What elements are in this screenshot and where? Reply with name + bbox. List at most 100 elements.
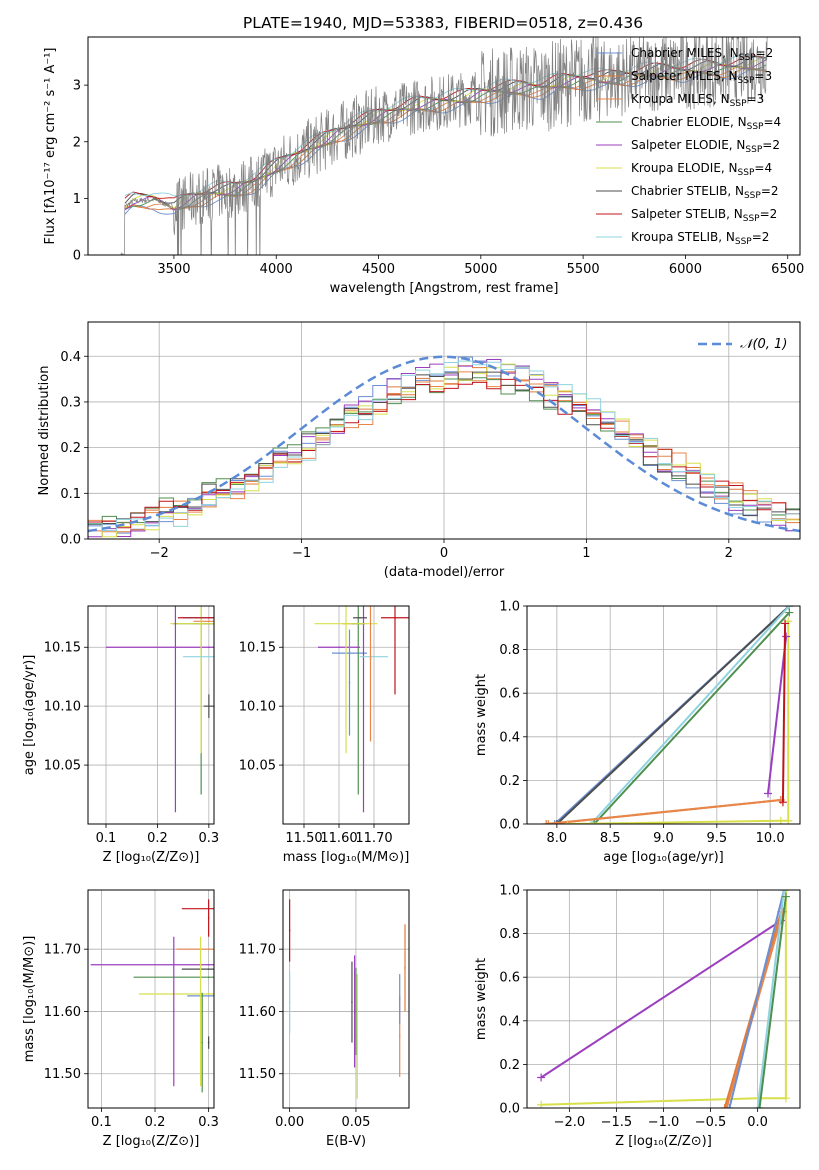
tick-label-x: −2.0 [554,1115,586,1130]
tick-label-x: 0 [440,546,448,561]
weight-series-3 [593,611,791,824]
axes-frame [282,605,410,825]
y-axis-label: mass weight [474,958,489,1040]
tick-label-x: 0.1 [96,831,117,846]
point-7 [394,616,396,619]
tick-label-x: 0.3 [199,831,220,846]
tick-label-y: 1.0 [499,884,520,899]
legend: Chabrier MILES, NSSP=2 Salpeter MILES, NS… [596,46,781,247]
weight-marker-6-0 [755,1104,764,1108]
legend-label-2: Kroupa MILES, NSSP=3 [631,92,764,109]
tick-label-y: 1 [73,192,81,207]
axes-spectrum: 3500 4000 4500 5000 5500 6000 6500 0 1 2 3 waveleng… [43,36,804,296]
tick-label-y: 11.70 [239,943,276,958]
weight-series-7 [767,636,788,794]
point-7 [398,998,401,1000]
axes-weight_vs_age: 8.0 8.5 9.0 9.5 10.0 0.0 0.2 0.4 0.6 0.8 1.0 age [l… [474,600,801,865]
point-4 [356,1035,359,1038]
tick-label-x: 0.2 [145,1115,166,1130]
weight-series-0 [540,919,782,1079]
point-4 [207,995,210,997]
point-2 [207,976,210,978]
point-6 [207,917,210,919]
axes-residuals: −2 −1 0 1 2 0.0 0.1 0.2 0.3 0.4 (data-model)/error… [37,321,801,580]
weight-series-2 [590,606,791,824]
x-axis-label: Z [log₁₀(Z/Z⊙)] [103,850,200,865]
weight-marker-7-0 [764,789,773,798]
weight-series-1 [556,606,791,824]
weight-series-4 [728,890,785,1108]
tick-label-y: 1.0 [499,600,520,615]
tick-label-y: 0.6 [499,971,520,986]
y-axis-label: mass [log₁₀(M/M⊙)] [22,936,37,1063]
tick-label-x: 0.0 [747,1115,768,1130]
tick-label-y: 11.60 [44,1005,81,1020]
point-5 [200,622,202,625]
tick-label-x: 4000 [260,262,293,277]
weight-series-2 [723,911,783,1108]
axes-frame [87,321,801,540]
weight-marker-5-0 [753,1104,762,1108]
weight-series-5 [756,890,785,1108]
point-6 [208,705,210,707]
legend-label-6: Chabrier STELIB, NSSP=2 [631,184,779,201]
tick-label-y: 0.2 [499,774,520,789]
legend-label-5: Kroupa ELODIE, NSSP=4 [631,161,772,178]
tick-label-x: −1 [292,546,311,561]
point-8 [373,655,375,658]
tick-label-y: 0.0 [60,533,81,548]
weight-marker-8-1 [781,619,790,628]
point-5 [355,1010,357,1013]
tick-label-y: 0.0 [499,1102,520,1117]
tick-label-x: 0.3 [198,1115,219,1130]
tick-label-x: −2 [150,546,169,561]
legend-gaussian-label: 𝒩(0, 1) [740,337,787,352]
tick-label-x: −1.0 [648,1115,680,1130]
y-axis-label: Normed distribution [37,366,52,496]
data-spectrum [118,37,768,255]
age_vs_mass-plot-area [314,606,409,813]
legend-label-1: Salpeter MILES, NSSP=3 [631,69,772,86]
mass_vs_EBV-plot-area [288,899,406,1099]
weight-marker-3-0 [722,1104,731,1108]
point-0 [207,963,210,966]
weight-marker-0-0 [537,1073,546,1082]
tick-label-x: 0.2 [147,831,168,846]
tick-label-x: 5000 [464,262,497,277]
tick-label-y: 0.2 [499,1058,520,1073]
tick-label-y: 0.4 [499,1014,520,1029]
point-8 [404,967,406,969]
tick-label-y: 0.3 [60,395,81,410]
point-9 [174,622,177,625]
weight-series-1 [541,890,787,1106]
spectrum-plot-area [118,37,768,255]
tick-label-y: 0.8 [499,643,520,658]
point-8 [172,1010,175,1013]
tick-label-y: 0.2 [60,441,81,456]
tick-label-y: 0.8 [499,927,520,942]
axes-frame [87,889,215,1109]
tick-label-x: 11.70 [355,831,392,846]
point-3 [353,1010,356,1013]
weight-marker-1-2 [781,1094,790,1103]
axes-mass_vs_Z: 0.1 0.2 0.3 11.50 11.60 11.70 Z [log₁₀(Z/Z⊙)] m… [22,889,219,1149]
x-axis-label: mass [log₁₀(M/M⊙)] [283,850,410,865]
tick-label-y: 10.10 [239,700,276,715]
point-1 [207,968,210,970]
tick-label-x: 6000 [669,262,702,277]
point-9 [199,1010,202,1013]
weight-marker-4-0 [542,820,551,824]
weight-marker-6-2 [784,816,793,824]
tick-label-x: 11.50 [285,831,322,846]
tick-label-y: 3 [73,79,81,94]
weight-marker-2-0 [586,820,595,824]
point-10 [348,681,351,684]
x-axis-label: E(B-V) [326,1134,366,1149]
mass_vs_Z-plot-area [90,899,214,1093]
tick-label-x: 9.0 [653,831,674,846]
tick-label-x: 0.1 [91,1115,112,1130]
legend-label-0: Chabrier MILES, NSSP=2 [631,46,773,63]
tick-label-y: 0.1 [60,487,81,502]
tick-label-x: 5500 [567,262,600,277]
point-7 [208,616,210,619]
